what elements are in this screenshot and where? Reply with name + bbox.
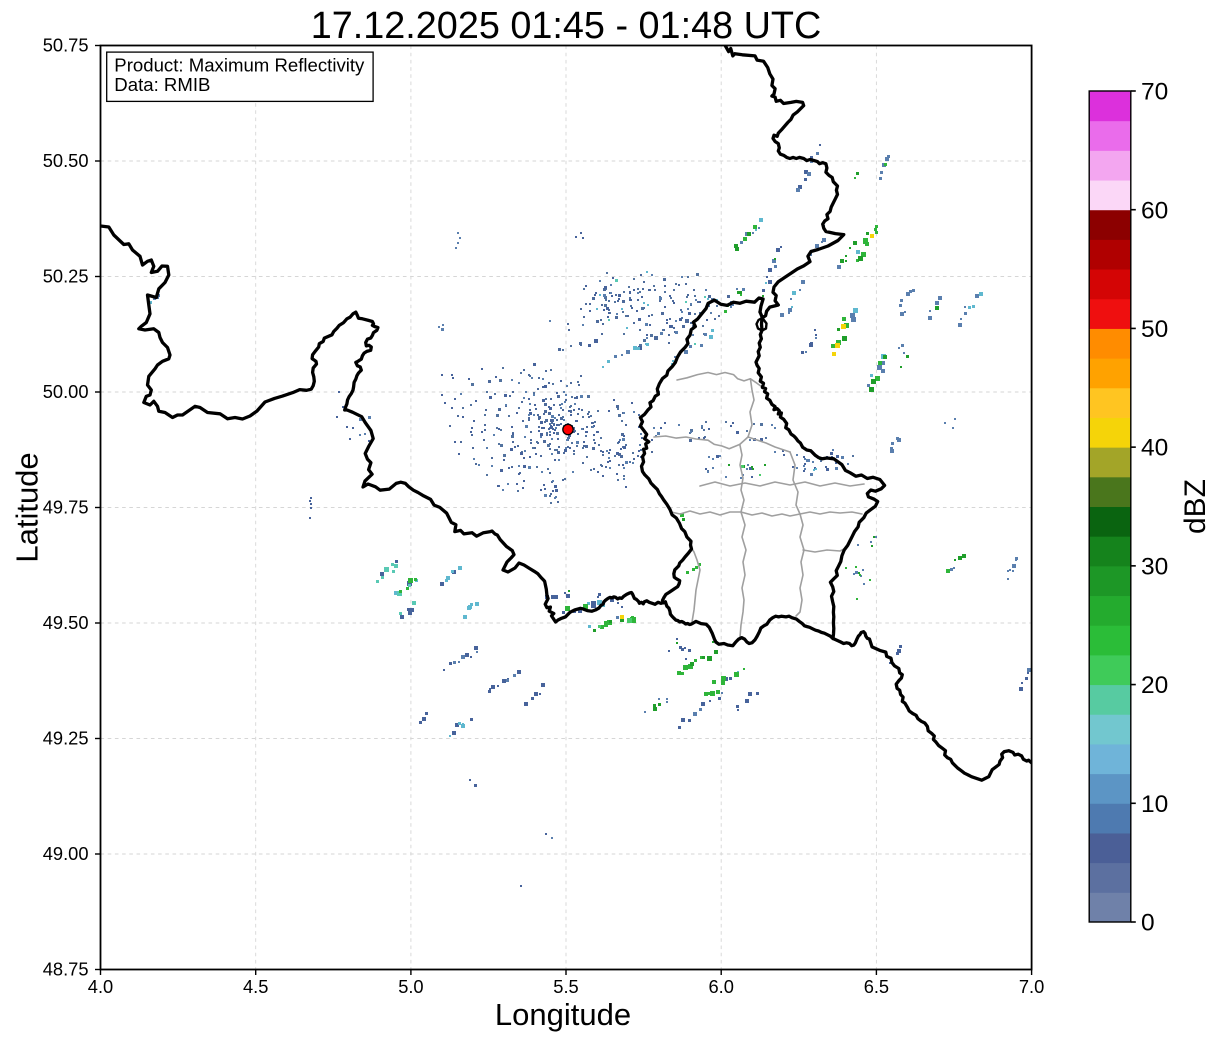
- svg-text:50: 50: [1141, 316, 1168, 343]
- svg-text:4.0: 4.0: [88, 976, 113, 997]
- svg-text:30: 30: [1141, 554, 1168, 581]
- svg-text:6.0: 6.0: [708, 976, 733, 997]
- svg-text:5.5: 5.5: [553, 976, 578, 997]
- svg-text:Data: RMIB: Data: RMIB: [114, 74, 210, 95]
- svg-text:40: 40: [1141, 435, 1168, 462]
- svg-text:5.0: 5.0: [398, 976, 423, 997]
- svg-text:4.5: 4.5: [243, 976, 268, 997]
- svg-text:70: 70: [1141, 79, 1168, 106]
- svg-text:20: 20: [1141, 672, 1168, 699]
- svg-text:50.25: 50.25: [43, 265, 89, 286]
- svg-text:49.00: 49.00: [43, 843, 89, 864]
- svg-text:10: 10: [1141, 791, 1168, 818]
- svg-text:50.75: 50.75: [43, 34, 89, 55]
- svg-text:6.5: 6.5: [864, 976, 889, 997]
- svg-text:0: 0: [1141, 910, 1155, 937]
- svg-text:50.00: 50.00: [43, 381, 89, 402]
- svg-text:7.0: 7.0: [1019, 976, 1044, 997]
- svg-text:dBZ: dBZ: [1179, 479, 1212, 534]
- svg-text:49.75: 49.75: [43, 496, 89, 517]
- svg-text:50.50: 50.50: [43, 150, 89, 171]
- svg-text:60: 60: [1141, 197, 1168, 224]
- svg-text:49.25: 49.25: [43, 727, 89, 748]
- svg-text:Product: Maximum Reflectivity: Product: Maximum Reflectivity: [114, 54, 365, 75]
- svg-text:Longitude: Longitude: [495, 997, 631, 1032]
- svg-text:Latitude: Latitude: [10, 452, 45, 562]
- svg-text:49.50: 49.50: [43, 612, 89, 633]
- svg-text:17.12.2025 01:45 - 01:48 UTC: 17.12.2025 01:45 - 01:48 UTC: [311, 5, 822, 47]
- svg-text:48.75: 48.75: [43, 958, 89, 979]
